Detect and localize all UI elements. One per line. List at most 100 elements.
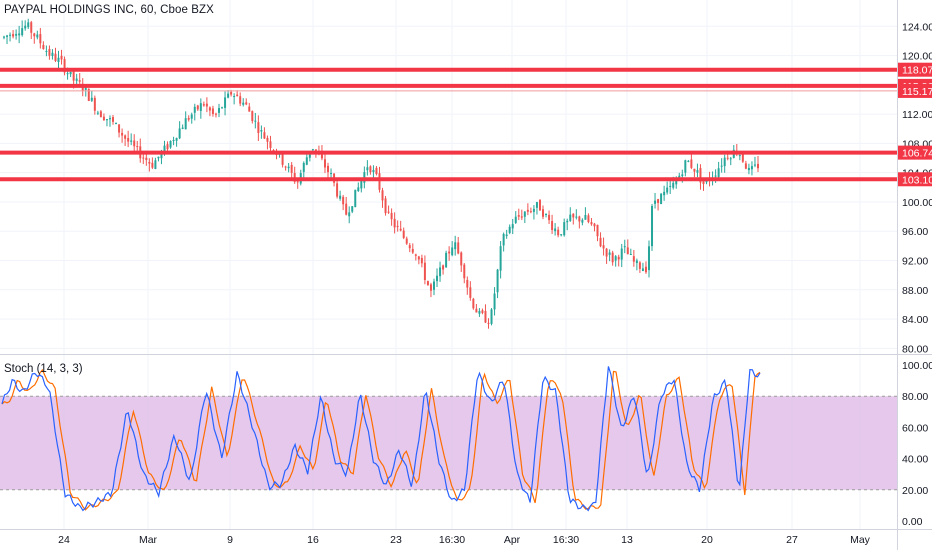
candle-body: [254, 120, 257, 122]
candle-body: [502, 233, 505, 246]
candle-body: [202, 104, 205, 106]
candle-body: [178, 128, 181, 139]
time-axis-label: 23: [390, 534, 402, 546]
candle-body: [160, 151, 163, 159]
candle-body: [423, 262, 426, 280]
candle-body: [514, 216, 517, 223]
stoch-axis-label: 0.00: [902, 516, 923, 528]
candle-body: [463, 264, 466, 279]
candle-body: [105, 119, 108, 121]
candle-body: [130, 140, 133, 142]
candle-body: [87, 88, 90, 101]
time-axis-label: 27: [786, 534, 798, 546]
candle-body: [378, 173, 381, 190]
horizontal-levels[interactable]: [0, 67, 897, 182]
candle-body: [669, 185, 672, 187]
candle-body: [602, 245, 605, 249]
candle-body: [681, 174, 684, 177]
time-axis-label: 16: [307, 534, 319, 546]
candle-body: [687, 160, 690, 162]
candle-body: [390, 212, 393, 220]
candle-body: [560, 234, 563, 236]
candle-body: [221, 107, 224, 109]
candle-body: [414, 254, 417, 256]
candle-body: [702, 180, 705, 185]
candle-body: [741, 153, 744, 162]
price-level-badge-label: 103.10: [902, 174, 932, 186]
candle-body: [717, 168, 720, 178]
candle-body: [154, 160, 157, 169]
candle-body: [15, 33, 18, 36]
candle-body: [3, 36, 5, 38]
candle-body: [108, 118, 111, 120]
candle-body: [638, 262, 641, 269]
candle-body: [327, 165, 330, 173]
candle-body: [136, 146, 139, 148]
candle-body: [196, 105, 199, 110]
candle-body: [90, 97, 93, 101]
candle-body: [696, 170, 699, 173]
candle-body: [360, 180, 363, 189]
candle-body: [448, 251, 451, 254]
time-axis-label: 16:30: [439, 534, 465, 546]
candle-body: [429, 284, 432, 291]
time-axis-label: 20: [701, 534, 713, 546]
price-level-badge: [898, 145, 932, 160]
candle-body: [248, 106, 251, 112]
candle-body: [21, 28, 24, 36]
price-level-badge-label: 106.74: [902, 148, 932, 160]
stoch-axis-label: 60.00: [902, 422, 928, 434]
candle-body: [199, 103, 202, 111]
price-axis-label: 120.00: [902, 51, 932, 63]
candle-body: [157, 156, 160, 159]
candle-body: [723, 157, 726, 167]
candle-body: [572, 213, 575, 218]
candle-body: [30, 22, 33, 33]
candle-body: [75, 78, 78, 81]
candle-body: [369, 166, 372, 173]
candle-body: [578, 216, 581, 222]
candle-body: [127, 138, 130, 142]
candle-body: [569, 214, 572, 221]
candle-body: [529, 211, 532, 213]
candle-body: [587, 215, 590, 223]
candle-body: [626, 247, 629, 255]
candle-body: [336, 183, 339, 197]
candle-body: [342, 196, 345, 205]
price-level-badge-label: 118.07: [902, 65, 932, 77]
candle-body: [60, 55, 63, 60]
candle-body: [563, 222, 566, 236]
candle-body: [233, 96, 236, 98]
candle-body: [290, 164, 293, 173]
candle-body: [263, 132, 266, 139]
candle-body: [396, 225, 399, 227]
candle-body: [354, 189, 357, 208]
stoch-lines: [1, 366, 761, 512]
price-chart-title: PAYPAL HOLDINGS INC, 60, Cboe BZX: [4, 4, 214, 16]
candle-body: [142, 157, 145, 159]
candle-body: [442, 265, 445, 270]
candle-body: [115, 123, 118, 125]
candle-body: [236, 94, 239, 97]
candle-body: [620, 248, 623, 260]
candle-body: [39, 34, 42, 44]
candle-body: [432, 281, 435, 290]
candle-body: [323, 159, 326, 168]
price-axis-label: 124.00: [902, 21, 932, 33]
candle-body: [33, 33, 36, 37]
candle-body: [287, 166, 290, 169]
candle-body: [747, 167, 750, 171]
candle-body: [166, 144, 169, 150]
candle-body: [375, 167, 378, 175]
candle-body: [190, 114, 193, 119]
candle-body: [408, 245, 411, 249]
candle-body: [617, 256, 620, 260]
price-level-badge-label: 115.17: [902, 86, 932, 98]
candle-body: [523, 211, 526, 217]
candle-body: [296, 181, 299, 183]
candle-body: [393, 218, 396, 228]
price-axis-label: 80.00: [902, 343, 928, 355]
candle-body: [193, 106, 196, 113]
